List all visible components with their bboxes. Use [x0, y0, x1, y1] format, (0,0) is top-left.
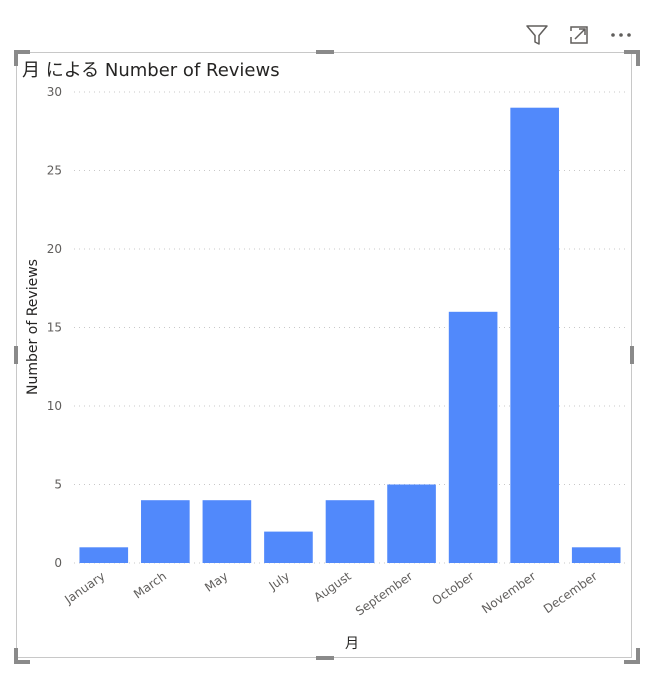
more-options-button[interactable]: [608, 22, 634, 48]
y-tick-label: 15: [47, 321, 62, 335]
y-tick-label: 0: [54, 556, 62, 570]
x-tick-label: September: [353, 569, 415, 619]
bar-october[interactable]: [448, 311, 498, 563]
x-tick-label: December: [541, 569, 600, 616]
bars: [79, 107, 621, 564]
y-tick-label: 5: [54, 478, 62, 492]
resize-handle-bottom[interactable]: [316, 656, 334, 660]
resize-handle-left[interactable]: [14, 346, 18, 364]
filter-button[interactable]: [524, 22, 550, 48]
y-tick-label: 20: [47, 242, 62, 256]
resize-handle-bottom-left[interactable]: [14, 648, 30, 664]
x-tick-label: August: [311, 569, 354, 605]
chart-title: 月 による Number of Reviews: [22, 60, 280, 81]
resize-handle-right[interactable]: [630, 346, 634, 364]
bar-july[interactable]: [264, 531, 313, 563]
x-tick-label: January: [61, 569, 107, 607]
bar-november[interactable]: [510, 107, 559, 563]
filter-icon: [526, 25, 548, 45]
bar-march[interactable]: [141, 500, 190, 563]
resize-handle-top-right[interactable]: [624, 50, 640, 66]
resize-handle-top-left[interactable]: [14, 50, 30, 66]
more-options-icon: [611, 33, 631, 37]
x-tick-label: May: [202, 569, 230, 595]
x-axis-ticks: January March May July August September Octobe…: [61, 569, 600, 619]
x-axis-title: 月: [345, 636, 359, 652]
bar-may[interactable]: [202, 500, 252, 563]
bar-december[interactable]: [571, 547, 621, 563]
y-tick-label: 25: [47, 164, 62, 178]
focus-mode-icon: [570, 26, 588, 44]
x-tick-label: November: [479, 569, 538, 616]
visual-header-toolbar: [524, 20, 634, 50]
x-tick-label: March: [131, 569, 169, 601]
bar-august[interactable]: [325, 500, 375, 563]
x-tick-label: October: [429, 569, 476, 608]
resize-handle-top[interactable]: [316, 50, 334, 54]
y-axis-title: Number of Reviews: [25, 259, 41, 395]
y-tick-label: 30: [47, 85, 62, 99]
focus-mode-button[interactable]: [566, 22, 592, 48]
bar-september[interactable]: [387, 484, 436, 564]
y-tick-label: 10: [47, 399, 62, 413]
bar-january[interactable]: [79, 547, 129, 563]
x-tick-label: July: [266, 569, 293, 593]
resize-handle-bottom-right[interactable]: [624, 648, 640, 664]
y-axis-ticks: 0 5 10 15 20 25 30: [47, 85, 62, 570]
